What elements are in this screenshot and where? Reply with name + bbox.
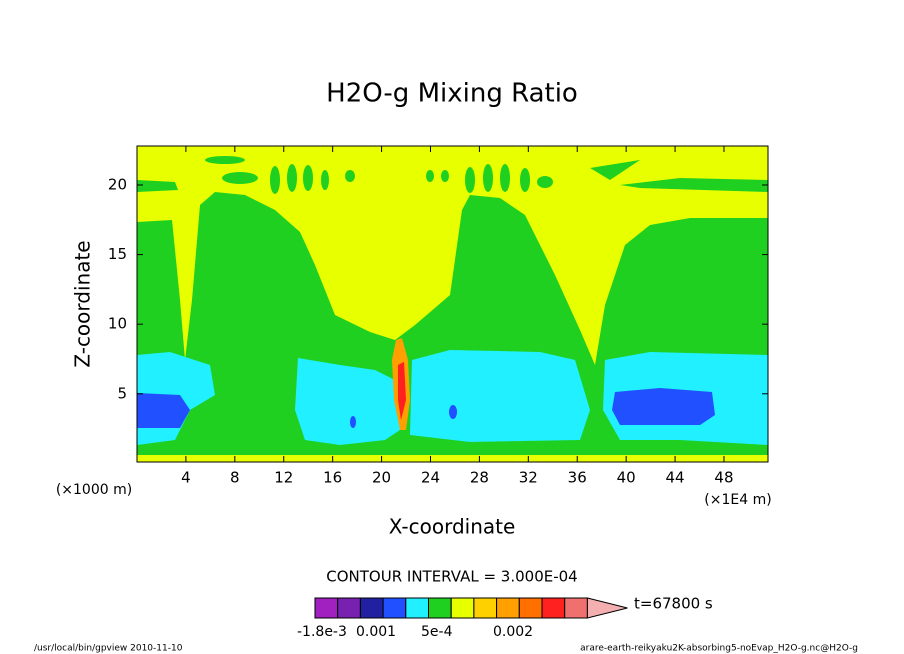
y-tick-label: 10: [108, 315, 127, 333]
colorbar-arrow: [586, 597, 628, 619]
colorbar-label: 5e-4: [421, 624, 453, 640]
footer: /usr/local/bin/gpview 2010-11-10: [34, 644, 183, 654]
x-tick-label: 32: [519, 469, 538, 487]
x-tick-label: 8: [230, 469, 240, 487]
y-tick-label: 20: [108, 175, 127, 193]
core-region: [398, 362, 406, 420]
x-tick-label: 36: [568, 469, 587, 487]
colorbar-box: [405, 597, 429, 619]
x-tick-label: 20: [372, 469, 391, 487]
colorbar-box: [518, 597, 543, 619]
y-tick-label: 5: [117, 384, 127, 402]
x-tick-label: 24: [421, 469, 440, 487]
blue-region: [350, 416, 356, 428]
colorbar-label: -1.8e-3: [297, 624, 347, 640]
yellow-strip: [137, 455, 768, 462]
blue-region: [449, 405, 457, 419]
x-tick-label: 4: [181, 469, 191, 487]
colorbar-box: [564, 597, 588, 619]
x-tick-label: 44: [666, 469, 685, 487]
x-unit: (×1E4 m): [704, 492, 771, 508]
colorbar-box: [541, 597, 566, 619]
x-tick-label: 28: [470, 469, 489, 487]
upper-green: [137, 160, 768, 192]
y-unit: (×1000 m): [56, 482, 132, 498]
colorbar-box: [359, 597, 384, 619]
chart-title: H2O-g Mixing Ratio: [326, 79, 578, 109]
colorbar-box: [450, 597, 475, 619]
y-axis-title: Z-coordinate: [71, 240, 95, 367]
x-tick-label: 40: [617, 469, 636, 487]
colorbar-box: [337, 597, 361, 619]
colorbar-box: [496, 597, 520, 619]
contour-interval: CONTOUR INTERVAL = 3.000E-04: [326, 568, 577, 586]
cyan-region: [295, 358, 400, 445]
colorbar-box: [473, 597, 498, 619]
colorbar-label: 0.001: [356, 624, 396, 640]
upper-blobs: [205, 156, 553, 194]
x-tick-label: 12: [274, 469, 293, 487]
cyan-region: [410, 350, 590, 442]
colorbar-box: [382, 597, 407, 619]
contour-field: [136, 145, 769, 463]
blue-region: [137, 393, 190, 428]
footer: arare-earth-reikyaku2K-absorbing5-noEvap…: [580, 644, 858, 654]
colorbar-label: 0.002: [493, 624, 533, 640]
time-label: t=67800 s: [634, 595, 713, 613]
x-axis-title: X-coordinate: [389, 515, 516, 539]
colorbar-box: [428, 597, 452, 619]
y-tick-label: 15: [108, 245, 127, 263]
colorbar-box: [314, 597, 339, 619]
plot-frame: [136, 145, 769, 463]
x-tick-label: 16: [323, 469, 342, 487]
colorbar: [314, 597, 628, 619]
blue-region: [612, 388, 715, 425]
x-tick-label: 48: [714, 469, 733, 487]
